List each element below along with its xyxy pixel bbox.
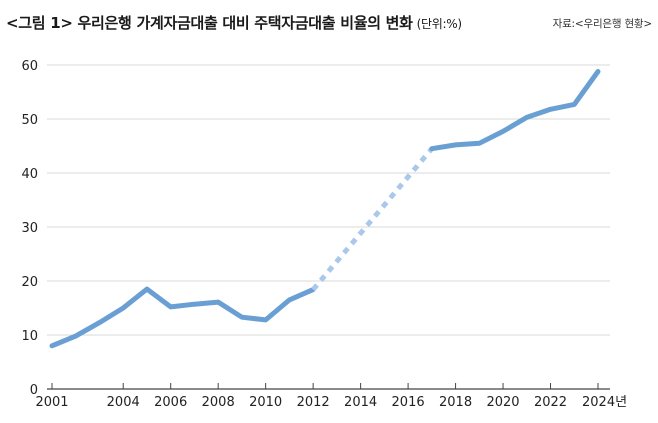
series-line-solid-2001-2012 xyxy=(49,286,316,349)
series-line-solid-2017-2024 xyxy=(429,69,601,152)
chart-title: <그림 1> 우리은행 가계자금대출 대비 주택자금대출 비율의 변화 (단위:%… xyxy=(6,12,462,33)
chart-source: 자료:<우리은행 현황> xyxy=(552,18,653,30)
x-tick-label-2001: 2001 xyxy=(35,395,68,410)
chart-title-text: <그림 1> 우리은행 가계자금대출 대비 주택자금대출 비율의 변화 xyxy=(6,14,413,32)
y-tick-label-30: 30 xyxy=(21,221,38,236)
x-tick-label-2004: 2004 xyxy=(107,395,140,410)
x-tick-label-2006: 2006 xyxy=(154,395,187,410)
series-line-gap-2012-2017 xyxy=(311,147,434,292)
x-tick-label-2016: 2016 xyxy=(392,395,425,410)
y-tick-label-60: 60 xyxy=(21,59,38,74)
x-tick-label-2008: 2008 xyxy=(202,395,235,410)
y-tick-label-20: 20 xyxy=(21,275,38,290)
y-axis-ticks: 0 10 20 30 40 50 60 xyxy=(21,59,38,398)
x-tick-label-2010: 2010 xyxy=(249,395,282,410)
x-tick-label-2020: 2020 xyxy=(486,395,519,410)
x-tick-label-2018: 2018 xyxy=(439,395,472,410)
y-tick-label-10: 10 xyxy=(21,329,38,344)
y-tick-label-0: 0 xyxy=(30,383,38,398)
y-tick-label-50: 50 xyxy=(21,113,38,128)
x-axis-ticks: 2001 2004 2006 2008 2010 2012 2014 2016 2018 2020… xyxy=(35,383,627,410)
chart-header: <그림 1> 우리은행 가계자금대출 대비 주택자금대출 비율의 변화 (단위:%… xyxy=(6,12,652,38)
x-tick-label-2024: 2024년 xyxy=(582,395,627,410)
x-tick-label-2022: 2022 xyxy=(534,395,567,410)
y-tick-label-40: 40 xyxy=(21,167,38,182)
chart-unit: (단위:%) xyxy=(416,17,462,31)
gridlines xyxy=(47,64,610,390)
series-lines xyxy=(49,69,601,349)
x-tick-label-2012: 2012 xyxy=(297,395,330,410)
x-tick-label-2014: 2014 xyxy=(344,395,377,410)
